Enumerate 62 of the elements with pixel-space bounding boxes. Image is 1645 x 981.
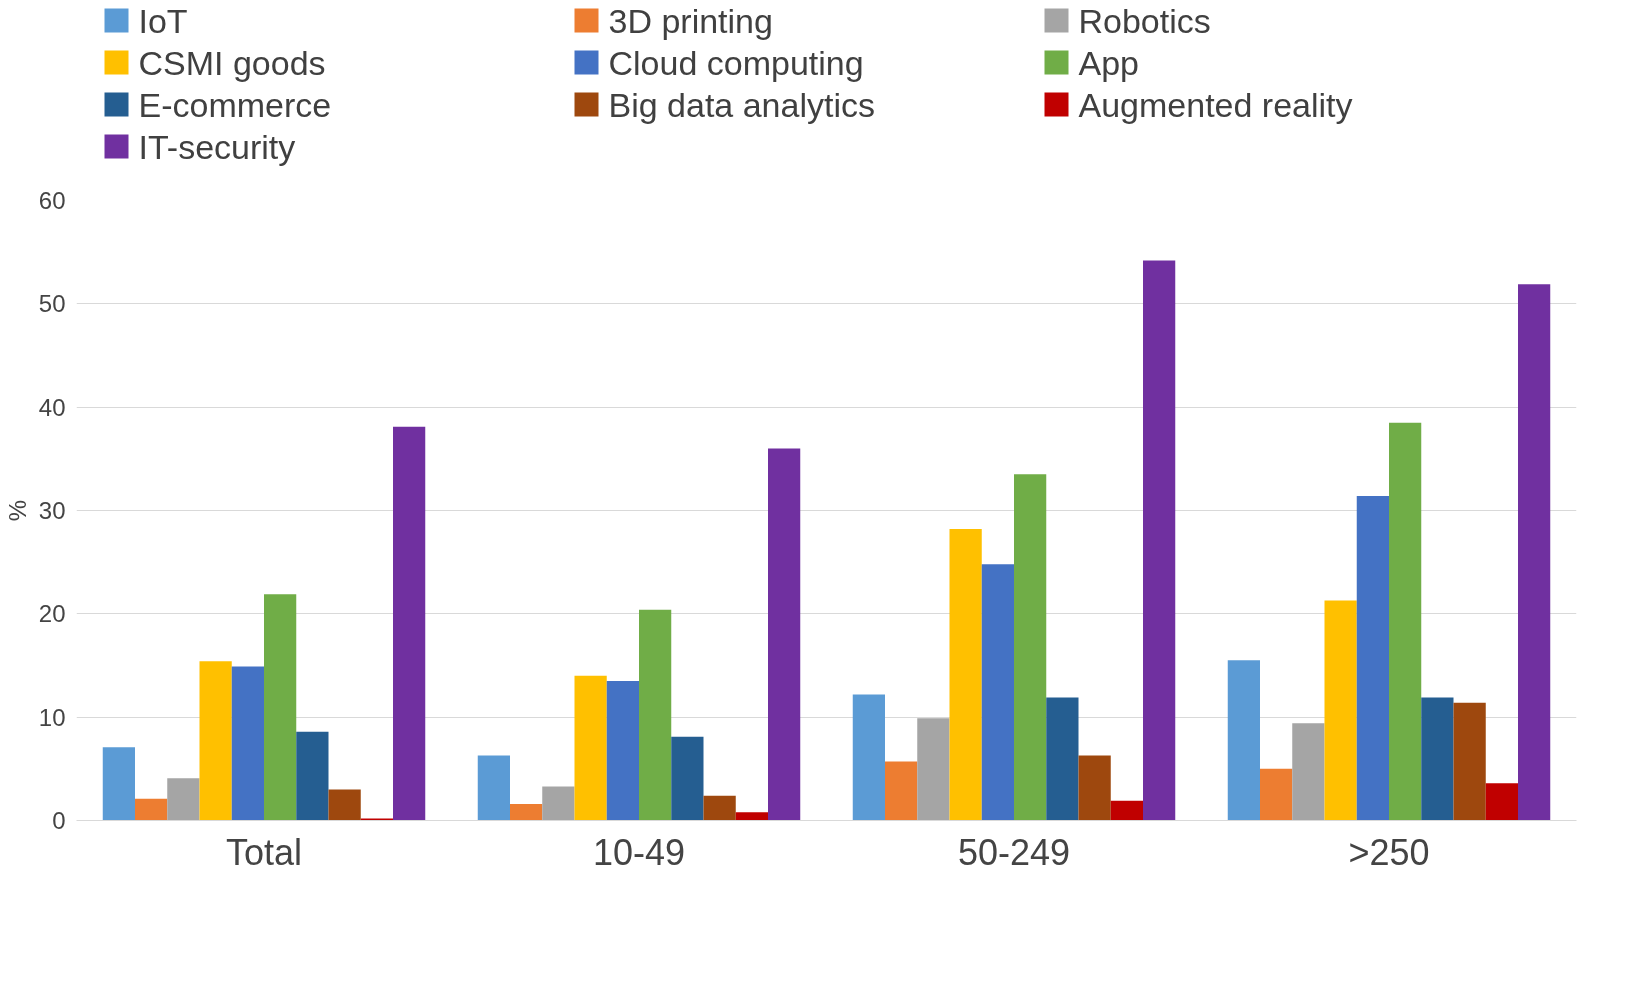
- bar: [917, 718, 950, 821]
- bar: [542, 786, 575, 821]
- bar: [574, 675, 607, 821]
- bar: [328, 789, 361, 821]
- bar: [949, 529, 982, 821]
- y-tick-label: 30: [38, 497, 66, 524]
- bar: [703, 795, 736, 821]
- legend-label: App: [1078, 43, 1139, 82]
- bar: [885, 761, 918, 821]
- bar: [1046, 697, 1079, 821]
- legend-label: E-commerce: [138, 85, 332, 124]
- bar: [981, 564, 1014, 821]
- x-tick-label: 50-249: [957, 831, 1071, 873]
- y-tick-label: 50: [38, 290, 66, 318]
- legend-label: Big data analytics: [608, 85, 875, 124]
- bar: [606, 681, 639, 821]
- y-axis-title: %: [3, 499, 31, 522]
- bar: [1453, 702, 1486, 821]
- bar: [1324, 600, 1357, 821]
- bar: [1260, 768, 1293, 821]
- bar: [1227, 660, 1260, 821]
- bar: [1356, 496, 1389, 821]
- bar: [1078, 755, 1111, 821]
- bar: [393, 426, 426, 821]
- y-tick-label: 60: [38, 187, 66, 214]
- bar: [296, 731, 329, 821]
- bar: [135, 798, 168, 821]
- legend-label: CSMI goods: [138, 43, 326, 82]
- bar: [264, 594, 297, 821]
- legend-label: Robotics: [1078, 1, 1211, 40]
- y-tick-label: 20: [38, 600, 66, 628]
- x-tick-label: 10-49: [592, 831, 686, 873]
- bar: [510, 803, 543, 821]
- bar: [735, 812, 768, 821]
- legend-label: Augmented reality: [1078, 85, 1353, 124]
- legend-label: IoT: [138, 1, 188, 40]
- bar: [477, 755, 510, 821]
- bar: [1485, 783, 1518, 821]
- bar: [167, 778, 200, 821]
- bar: [1389, 422, 1422, 821]
- legend-label: 3D printing: [608, 1, 773, 40]
- bar: [231, 666, 264, 821]
- bar: [1518, 284, 1551, 821]
- legend-label: Cloud computing: [608, 43, 864, 82]
- legend-label: IT-security: [138, 127, 296, 166]
- y-tick-label: 40: [38, 393, 66, 421]
- bar: [1292, 723, 1325, 821]
- bar: [768, 448, 801, 821]
- bar: [852, 694, 885, 821]
- bar: [102, 747, 135, 821]
- bar: [671, 736, 704, 821]
- x-tick-label: >250: [1348, 831, 1430, 873]
- bar: [360, 818, 393, 821]
- bar: [1014, 474, 1047, 821]
- bar: [1110, 800, 1143, 821]
- y-tick-label: 0: [52, 807, 66, 834]
- bar: [199, 661, 232, 821]
- bar: [1421, 697, 1454, 821]
- y-tick-label: 10: [38, 703, 66, 731]
- bar: [639, 609, 672, 821]
- bar: [1143, 260, 1176, 821]
- x-tick-label: Total: [225, 831, 303, 873]
